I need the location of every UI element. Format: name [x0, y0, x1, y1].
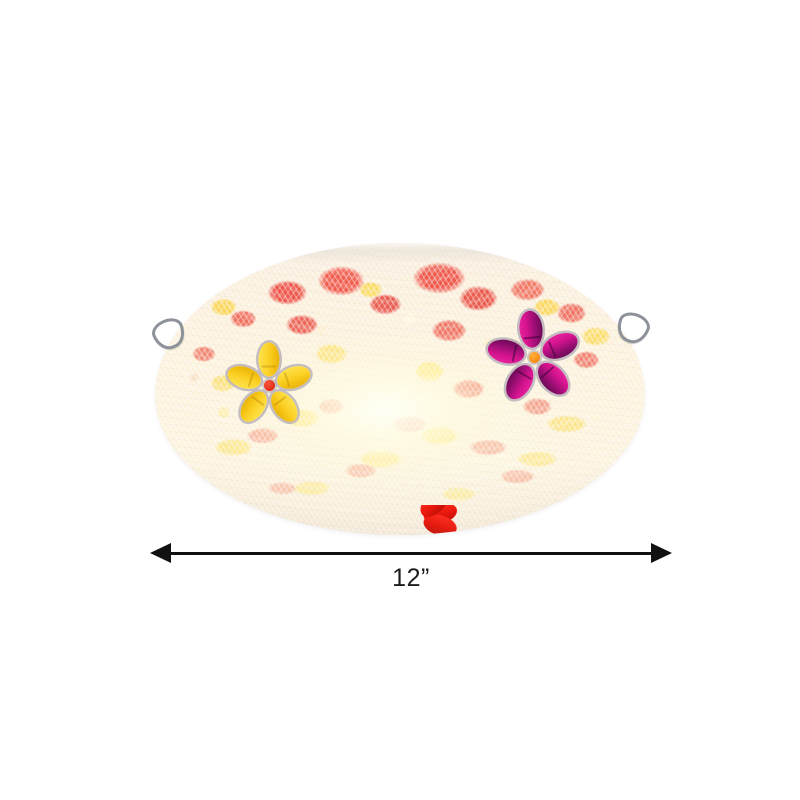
flower-petal [485, 335, 527, 367]
dimension-annotation: 12” [150, 540, 672, 598]
flower-petal [538, 327, 582, 364]
flower-petal [224, 361, 264, 393]
flower-petal [265, 386, 303, 426]
flower-petal [235, 386, 273, 426]
flower-petal [274, 361, 314, 393]
flower-petal [258, 342, 280, 376]
product-figure [148, 243, 654, 538]
flower-center [528, 351, 540, 363]
dimension-arrow-right-icon [651, 543, 672, 563]
yellow-flower-decoration [224, 342, 314, 426]
dimension-label: 12” [392, 564, 430, 592]
glass-dome-shade [155, 243, 645, 535]
dimension-arrow-left-icon [150, 543, 171, 563]
flower-petal [500, 359, 539, 404]
flower-petal [517, 309, 545, 349]
flower-center [263, 379, 275, 391]
magenta-flower-decoration [485, 309, 582, 404]
dimension-line [162, 552, 660, 555]
flower-petal [532, 356, 574, 400]
red-flower-decoration [377, 505, 459, 535]
